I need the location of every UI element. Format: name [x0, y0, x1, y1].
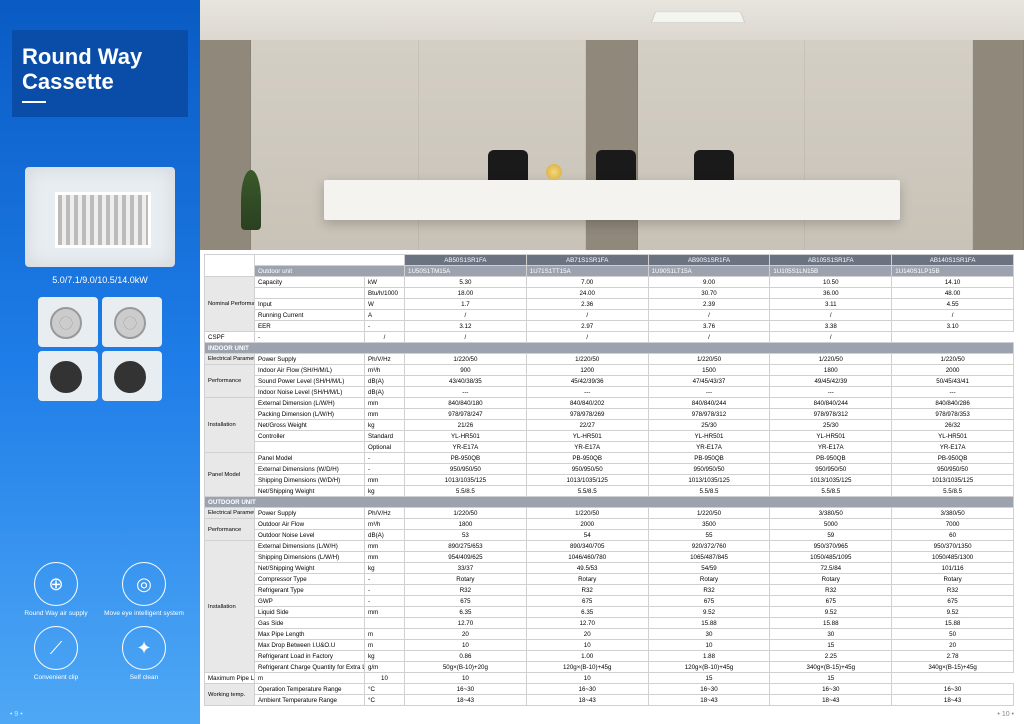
feature-label: Move eye intelligent system — [104, 610, 184, 618]
feature-label: Round Way air supply — [16, 610, 96, 618]
feature-icons: ⊕ Round Way air supply◎ Move eye intelli… — [12, 562, 188, 682]
spec-table-container: ModelIndoor unitAB50S1SR1FAAB71S1SR1FAAB… — [200, 250, 1024, 724]
outdoor-unit-thumb — [102, 351, 162, 401]
main-content: ModelIndoor unitAB50S1SR1FAAB71S1SR1FAAB… — [200, 0, 1024, 724]
feature-item: ⟋ Convenient clip — [16, 626, 96, 682]
left-sidebar: Round Way Cassette 5.0/7.1/9.0/10.5/14.0… — [0, 0, 200, 724]
feature-icon: ⟋ — [34, 626, 78, 670]
page-number-left: • 9 • — [10, 711, 23, 718]
page-number-right: • 10 • — [997, 711, 1014, 718]
feature-icon: ✦ — [122, 626, 166, 670]
spec-table: ModelIndoor unitAB50S1SR1FAAB71S1SR1FAAB… — [204, 254, 1014, 706]
feature-icon: ⊕ — [34, 562, 78, 606]
feature-label: Self clean — [104, 674, 184, 682]
cassette-product-image — [25, 167, 175, 267]
product-title: Round Way Cassette — [12, 30, 188, 117]
feature-item: ⊕ Round Way air supply — [16, 562, 96, 618]
feature-item: ✦ Self clean — [104, 626, 184, 682]
ceiling-cassette-in-room — [651, 12, 746, 23]
title-line-2: Cassette — [22, 69, 114, 94]
outdoor-unit-thumb — [102, 297, 162, 347]
outdoor-unit-thumb — [38, 297, 98, 347]
feature-item: ◎ Move eye intelligent system — [104, 562, 184, 618]
title-line-1: Round Way — [22, 44, 142, 69]
hero-room-image — [200, 0, 1024, 250]
capacity-list: 5.0/7.1/9.0/10.5/14.0kW — [12, 275, 188, 285]
feature-label: Convenient clip — [16, 674, 96, 682]
outdoor-unit-thumb — [38, 351, 98, 401]
outdoor-unit-thumbnails — [12, 297, 188, 401]
feature-icon: ◎ — [122, 562, 166, 606]
